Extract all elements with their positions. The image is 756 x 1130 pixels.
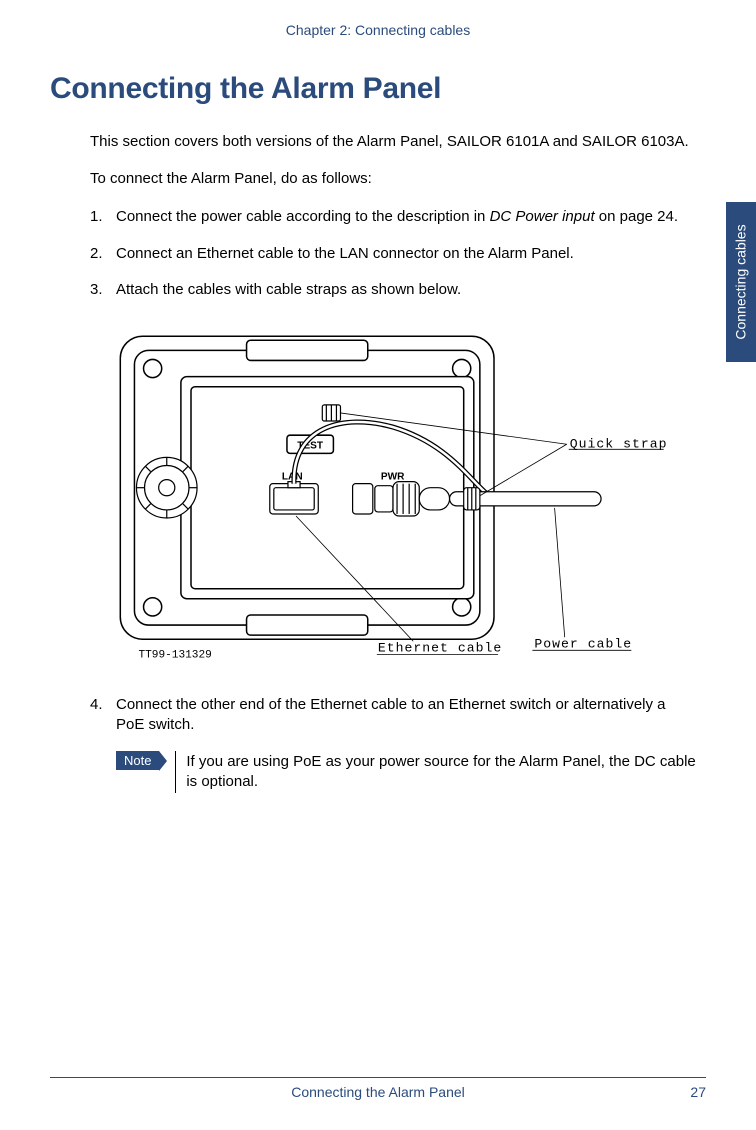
step-1-ref: DC Power input: [490, 208, 595, 225]
chapter-header: Chapter 2: Connecting cables: [50, 22, 706, 38]
step-1-text-b: on page 24.: [595, 208, 678, 225]
step-4: Connect the other end of the Ethernet ca…: [90, 695, 696, 736]
section-title: Connecting the Alarm Panel: [50, 72, 706, 106]
step-1: Connect the power cable according to the…: [90, 207, 696, 227]
lead-paragraph: To connect the Alarm Panel, do as follow…: [90, 170, 696, 187]
figure: TEST LAN PWR: [90, 316, 696, 675]
alarm-panel-diagram: TEST LAN PWR: [90, 316, 696, 670]
note-badge: Note: [116, 751, 159, 770]
footer-title: Connecting the Alarm Panel: [291, 1084, 465, 1100]
figure-reference: TT99-131329: [138, 649, 211, 661]
page-footer: Connecting the Alarm Panel 27: [50, 1077, 706, 1100]
panel-pwr-label: PWR: [381, 472, 405, 483]
step-3: Attach the cables with cable straps as s…: [90, 280, 696, 300]
note-divider: [175, 751, 176, 793]
side-tab: Connecting cables: [726, 202, 756, 362]
note-text: If you are using PoE as your power sourc…: [186, 751, 696, 793]
intro-paragraph: This section covers both versions of the…: [90, 132, 696, 152]
side-tab-label: Connecting cables: [733, 224, 749, 339]
step-1-text-a: Connect the power cable according to the…: [116, 208, 490, 225]
step-2: Connect an Ethernet cable to the LAN con…: [90, 244, 696, 264]
note-block: Note If you are using PoE as your power …: [90, 751, 696, 793]
callout-ethernet: Ethernet cable: [378, 640, 502, 655]
footer-page-number: 27: [690, 1084, 706, 1100]
callout-power: Power cable: [534, 636, 632, 651]
